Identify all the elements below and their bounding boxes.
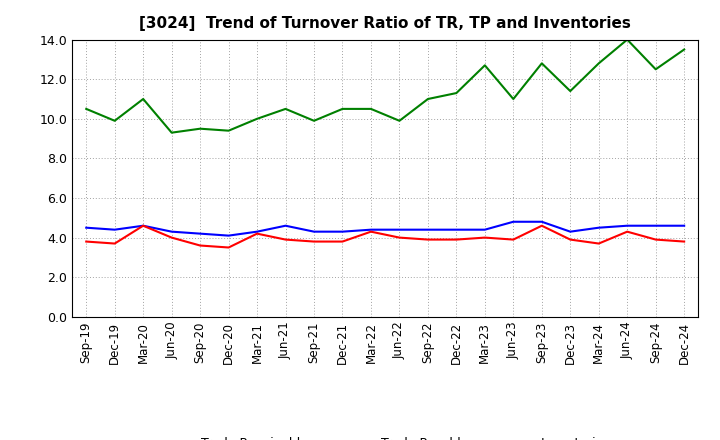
Trade Receivables bbox=[225, 245, 233, 250]
Inventories bbox=[480, 62, 489, 68]
Inventories bbox=[680, 47, 688, 52]
Trade Receivables bbox=[595, 241, 603, 246]
Trade Payables bbox=[282, 223, 290, 228]
Inventories bbox=[366, 106, 375, 111]
Trade Payables bbox=[566, 229, 575, 234]
Trade Payables bbox=[82, 225, 91, 231]
Trade Payables bbox=[452, 227, 461, 232]
Trade Receivables bbox=[139, 223, 148, 228]
Trade Payables bbox=[366, 227, 375, 232]
Trade Receivables bbox=[366, 229, 375, 234]
Inventories bbox=[395, 118, 404, 123]
Trade Receivables bbox=[623, 229, 631, 234]
Title: [3024]  Trend of Turnover Ratio of TR, TP and Inventories: [3024] Trend of Turnover Ratio of TR, TP… bbox=[139, 16, 631, 32]
Trade Payables bbox=[480, 227, 489, 232]
Trade Receivables bbox=[509, 237, 518, 242]
Line: Trade Receivables: Trade Receivables bbox=[86, 226, 684, 247]
Trade Receivables bbox=[452, 237, 461, 242]
Trade Receivables bbox=[423, 237, 432, 242]
Inventories bbox=[110, 118, 119, 123]
Trade Receivables bbox=[566, 237, 575, 242]
Trade Receivables bbox=[253, 231, 261, 236]
Trade Receivables bbox=[282, 237, 290, 242]
Line: Inventories: Inventories bbox=[86, 40, 684, 133]
Trade Payables bbox=[253, 229, 261, 234]
Trade Payables bbox=[338, 229, 347, 234]
Legend: Trade Receivables, Trade Payables, Inventories: Trade Receivables, Trade Payables, Inven… bbox=[155, 432, 616, 440]
Trade Payables bbox=[423, 227, 432, 232]
Inventories bbox=[196, 126, 204, 131]
Trade Payables bbox=[196, 231, 204, 236]
Trade Receivables bbox=[82, 239, 91, 244]
Trade Receivables bbox=[167, 235, 176, 240]
Inventories bbox=[253, 116, 261, 121]
Trade Payables bbox=[310, 229, 318, 234]
Trade Payables bbox=[537, 219, 546, 224]
Inventories bbox=[225, 128, 233, 133]
Inventories bbox=[652, 66, 660, 72]
Trade Receivables bbox=[338, 239, 347, 244]
Trade Receivables bbox=[652, 237, 660, 242]
Inventories bbox=[167, 130, 176, 136]
Inventories bbox=[139, 96, 148, 102]
Inventories bbox=[338, 106, 347, 111]
Inventories bbox=[595, 61, 603, 66]
Trade Receivables bbox=[480, 235, 489, 240]
Inventories bbox=[509, 96, 518, 102]
Inventories bbox=[82, 106, 91, 111]
Inventories bbox=[452, 90, 461, 95]
Trade Payables bbox=[167, 229, 176, 234]
Trade Payables bbox=[139, 223, 148, 228]
Trade Receivables bbox=[395, 235, 404, 240]
Line: Trade Payables: Trade Payables bbox=[86, 222, 684, 236]
Trade Receivables bbox=[110, 241, 119, 246]
Trade Payables bbox=[110, 227, 119, 232]
Trade Receivables bbox=[196, 243, 204, 248]
Trade Payables bbox=[623, 223, 631, 228]
Trade Payables bbox=[509, 219, 518, 224]
Inventories bbox=[537, 61, 546, 66]
Trade Payables bbox=[652, 223, 660, 228]
Inventories bbox=[310, 118, 318, 123]
Trade Payables bbox=[595, 225, 603, 231]
Trade Receivables bbox=[680, 239, 688, 244]
Trade Payables bbox=[225, 233, 233, 238]
Trade Payables bbox=[395, 227, 404, 232]
Inventories bbox=[423, 96, 432, 102]
Inventories bbox=[282, 106, 290, 111]
Trade Payables bbox=[680, 223, 688, 228]
Trade Receivables bbox=[537, 223, 546, 228]
Inventories bbox=[566, 88, 575, 94]
Trade Receivables bbox=[310, 239, 318, 244]
Inventories bbox=[623, 37, 631, 42]
